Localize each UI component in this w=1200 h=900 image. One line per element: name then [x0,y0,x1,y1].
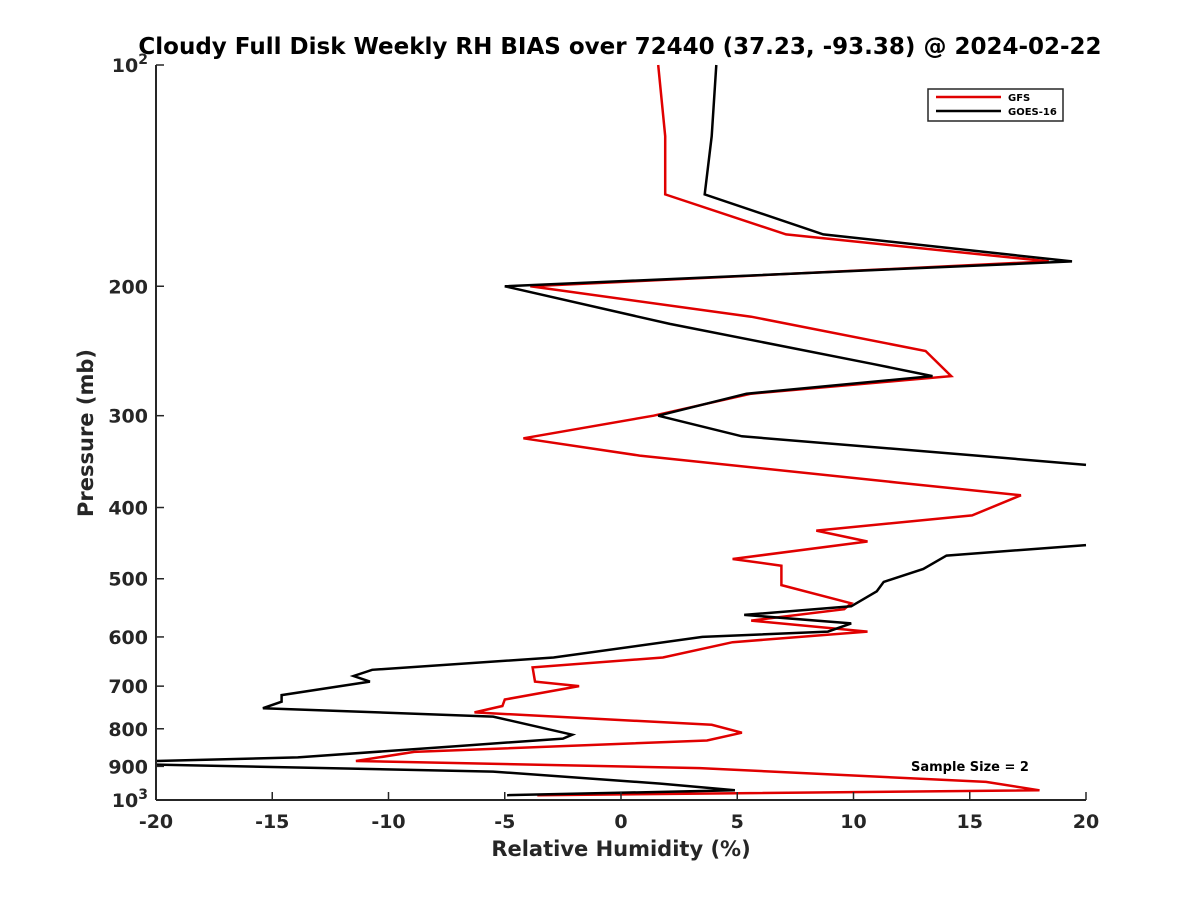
legend-box [927,88,1064,122]
y-tick-label: 300 [108,406,148,428]
y-tick-label: 103 [112,787,148,812]
legend-label-goes16: GOES-16 [1008,107,1057,118]
y-tick-label: 400 [108,498,148,520]
y-tick-label: 800 [108,719,148,741]
y-tick-label: 600 [108,627,148,649]
plot-area [155,64,1087,797]
x-tick-label: 5 [731,811,744,833]
y-axis-ticks: 102 200 300 400 500 600 700 800 900 103 [108,52,164,812]
series-line-gfs-0 [355,64,1049,797]
x-axis-ticks: -20 -15 -10 -5 0 5 10 15 20 [139,792,1099,833]
legend-label-gfs: GFS [1008,93,1030,104]
x-tick-label: 0 [614,811,627,833]
x-axis-label: Relative Humidity (%) [491,837,750,861]
sample-size-annotation: Sample Size = 2 [911,760,1029,775]
chart-title: Cloudy Full Disk Weekly RH BIAS over 724… [138,34,1101,60]
x-tick-label: -10 [371,811,405,833]
series-line-goes16-3 [155,763,736,797]
x-tick-label: -5 [494,811,515,833]
x-tick-label: 15 [957,811,983,833]
y-tick-label: 900 [108,756,148,778]
x-tick-label: -15 [255,811,289,833]
x-tick-label: 20 [1073,811,1099,833]
x-tick-label: -20 [139,811,173,833]
y-tick-label: 500 [108,569,148,591]
y-tick-label: 200 [108,276,148,298]
legend: GFS GOES-16 [927,88,1064,122]
y-axis-label: Pressure (mb) [74,349,98,517]
series-line-goes16-2 [155,543,1087,763]
x-tick-label: 10 [840,811,866,833]
series-line-goes16-1 [504,64,1087,467]
y-tick-label: 102 [112,52,148,77]
y-tick-label: 700 [108,676,148,698]
